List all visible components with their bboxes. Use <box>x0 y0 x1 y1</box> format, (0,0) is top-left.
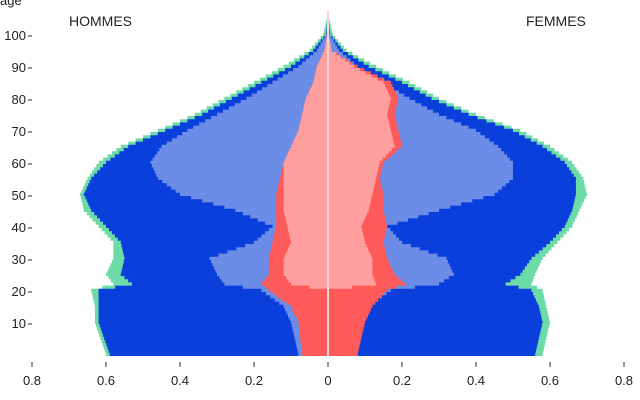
y-tick-label: 80 <box>12 92 26 107</box>
left-side-label: HOMMES <box>69 13 132 29</box>
right-side-label: FEMMES <box>526 13 586 29</box>
x-tick-label: 0.2 <box>245 373 263 388</box>
y-tick-label: 90 <box>12 60 26 75</box>
y-tick-label: 10 <box>12 316 26 331</box>
y-tick-label: 100 <box>4 28 26 43</box>
y-axis-title: age <box>0 0 22 8</box>
x-tick-label: 0.6 <box>97 373 115 388</box>
pyramid-areas <box>80 16 587 357</box>
y-tick-label: 50 <box>12 188 26 203</box>
y-tick-label: 40 <box>12 220 26 235</box>
x-tick-label: 0.4 <box>171 373 189 388</box>
layer-inner <box>283 16 395 357</box>
x-tick-label: 0.2 <box>393 373 411 388</box>
y-tick-label: 70 <box>12 124 26 139</box>
x-tick-label: 0.8 <box>23 373 41 388</box>
x-tick-label: 0 <box>324 373 331 388</box>
y-tick-label: 20 <box>12 284 26 299</box>
x-tick-label: 0.8 <box>615 373 633 388</box>
x-axis: 0.8 0.6 0.4 0.2 0 0.2 0.4 0.6 0.8 <box>23 362 633 388</box>
y-tick-label: 30 <box>12 252 26 267</box>
x-tick-label: 0.4 <box>467 373 485 388</box>
y-axis: 10 20 30 40 50 60 70 80 90 100 <box>4 28 32 331</box>
y-tick-label: 60 <box>12 156 26 171</box>
x-tick-label: 0.6 <box>541 373 559 388</box>
